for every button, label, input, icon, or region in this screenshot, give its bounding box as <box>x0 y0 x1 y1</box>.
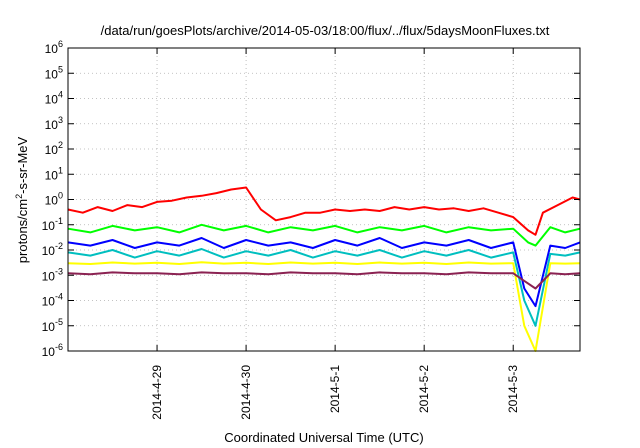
y-tick-base: 10 <box>42 219 56 233</box>
y-tick-exponent: -3 <box>55 266 63 276</box>
y-tick-label: 10-6 <box>42 342 63 359</box>
y-tick-exponent: 3 <box>58 115 63 125</box>
series-line <box>67 261 581 352</box>
y-tick-exponent: -4 <box>55 292 63 302</box>
y-tick-exponent: 2 <box>58 140 63 150</box>
grid <box>68 48 580 351</box>
y-tick-base: 10 <box>45 67 59 81</box>
y-tick-exponent: 0 <box>58 191 63 201</box>
y-tick-exponent: -1 <box>55 216 63 226</box>
y-axis-label: protons/cm2-s-sr-MeV <box>14 136 30 263</box>
y-tick-label: 105 <box>45 64 63 81</box>
series-line <box>67 186 581 236</box>
y-tick-base: 10 <box>42 295 56 309</box>
y-tick-label: 100 <box>45 191 63 208</box>
axis-ticks: 10-610-510-410-310-210-11001011021031041… <box>42 39 580 420</box>
y-tick-label: 104 <box>45 90 63 107</box>
y-tick-base: 10 <box>45 118 59 132</box>
series-line <box>67 223 581 247</box>
y-tick-base: 10 <box>42 244 56 258</box>
y-axis-label-base: protons/cm <box>15 199 30 263</box>
y-tick-label: 102 <box>45 140 63 157</box>
y-axis-label-sup: 2 <box>14 194 24 199</box>
y-tick-base: 10 <box>45 143 59 157</box>
x-tick-label: 2014-5-1 <box>328 365 342 413</box>
y-axis-label-rest: -s-sr-MeV <box>15 136 30 193</box>
y-tick-exponent: 4 <box>58 90 63 100</box>
y-tick-exponent: -6 <box>55 342 63 352</box>
y-tick-label: 10-5 <box>42 317 63 334</box>
y-tick-label: 103 <box>45 115 63 132</box>
y-tick-base: 10 <box>42 345 56 359</box>
y-tick-exponent: 1 <box>58 165 63 175</box>
series-line <box>67 248 581 327</box>
y-tick-base: 10 <box>42 320 56 334</box>
y-tick-exponent: 6 <box>58 39 63 49</box>
y-tick-base: 10 <box>42 269 56 283</box>
x-tick-label: 2014-5-3 <box>506 365 520 413</box>
y-tick-label: 10-4 <box>42 292 63 309</box>
y-tick-base: 10 <box>45 168 59 182</box>
y-tick-exponent: -5 <box>55 317 63 327</box>
y-tick-exponent: 5 <box>58 64 63 74</box>
y-tick-exponent: -2 <box>55 241 63 251</box>
y-tick-label: 10-1 <box>42 216 63 233</box>
y-tick-base: 10 <box>45 93 59 107</box>
y-tick-label: 10-3 <box>42 266 63 283</box>
series-lines <box>67 186 581 352</box>
x-axis-label: Coordinated Universal Time (UTC) <box>224 430 423 445</box>
series-line <box>67 271 581 290</box>
x-tick-label: 2014-4-30 <box>239 365 253 420</box>
y-tick-label: 10-2 <box>42 241 63 258</box>
y-tick-label: 101 <box>45 165 63 182</box>
chart-title: /data/run/goesPlots/archive/2014-05-03/1… <box>101 23 550 38</box>
y-tick-base: 10 <box>45 194 59 208</box>
y-tick-base: 10 <box>45 42 59 56</box>
y-tick-label: 106 <box>45 39 63 56</box>
x-tick-label: 2014-5-2 <box>417 365 431 413</box>
x-tick-label: 2014-4-29 <box>150 365 164 420</box>
